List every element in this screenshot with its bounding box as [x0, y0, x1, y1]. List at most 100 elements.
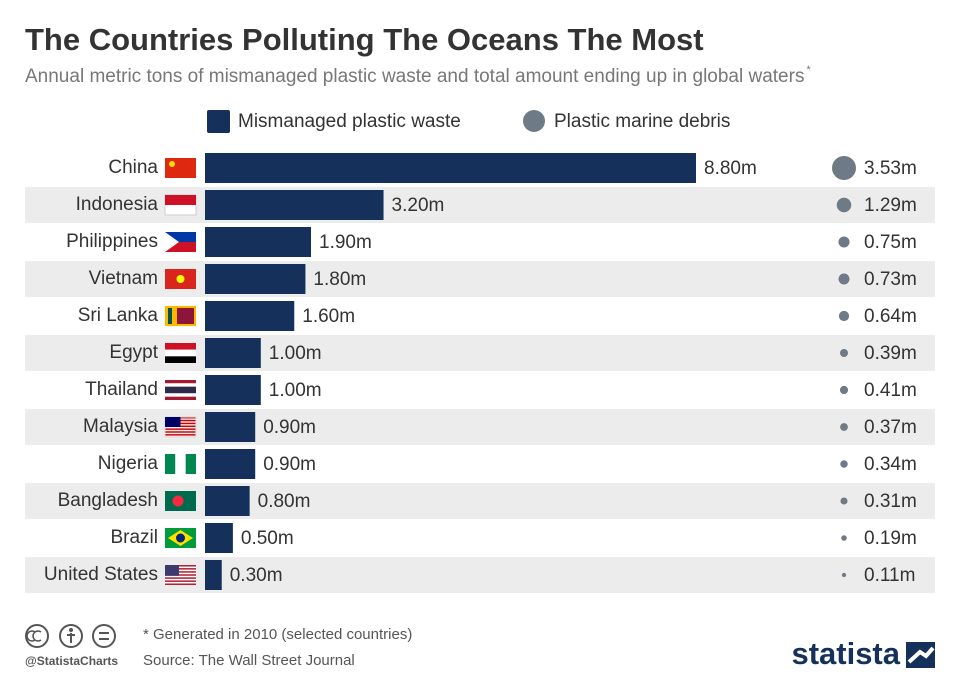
flag	[164, 416, 197, 438]
debris-dot	[840, 497, 848, 505]
bar	[205, 523, 233, 553]
bar	[205, 560, 222, 590]
bar-value-label: 0.90m	[263, 417, 316, 438]
flag	[165, 158, 196, 178]
row-band	[25, 409, 935, 445]
f	[175, 454, 186, 474]
subtitle-note: *	[806, 64, 811, 76]
flag	[165, 565, 196, 585]
debris-dot	[840, 460, 848, 468]
category-label: Brazil	[110, 527, 158, 548]
bar-value-label: 1.00m	[269, 343, 322, 364]
legend: Mismanaged plastic waste Plastic marine d…	[207, 110, 730, 133]
bar	[205, 190, 384, 220]
license-icons	[25, 624, 116, 648]
f	[165, 565, 196, 567]
flag	[165, 380, 196, 400]
category-label: Philippines	[66, 231, 158, 252]
legend-swatch	[207, 110, 230, 133]
f	[165, 574, 196, 576]
handle: @StatistaCharts	[25, 654, 118, 668]
f	[165, 383, 196, 387]
flag	[165, 343, 196, 363]
category-label: United States	[44, 564, 158, 585]
brand: statista	[791, 636, 900, 671]
row-band	[25, 187, 935, 223]
bar-value-label: 3.20m	[392, 195, 445, 216]
flag	[164, 194, 197, 216]
debris-dot	[838, 236, 850, 248]
category-label: Thailand	[85, 379, 158, 400]
debris-value-label: 0.37m	[864, 417, 917, 438]
f	[165, 242, 196, 252]
flag	[165, 269, 196, 289]
debris-dot	[839, 385, 849, 395]
f	[176, 275, 185, 283]
f	[165, 349, 196, 357]
flag	[165, 454, 196, 474]
debris-value-label: 0.39m	[864, 343, 917, 364]
bar	[205, 449, 256, 479]
category-label: Malaysia	[83, 416, 158, 437]
category-label: Egypt	[109, 342, 158, 363]
flag	[165, 232, 196, 252]
f	[165, 232, 179, 252]
debris-value-label: 0.64m	[864, 306, 917, 327]
bar	[205, 338, 261, 368]
bar	[205, 227, 312, 257]
debris-dot	[841, 572, 847, 578]
legend-label: Plastic marine debris	[554, 111, 730, 132]
bar	[205, 412, 256, 442]
f	[177, 308, 194, 324]
category-label: China	[108, 157, 158, 178]
f	[165, 195, 196, 205]
row-band	[25, 261, 935, 297]
bar	[205, 264, 306, 294]
debris-value-label: 1.29m	[864, 195, 917, 216]
f	[165, 431, 196, 433]
f	[165, 583, 196, 585]
f	[176, 533, 185, 543]
f	[165, 580, 196, 582]
f	[165, 343, 196, 350]
bar-value-label: 1.90m	[319, 232, 372, 253]
f	[165, 571, 196, 573]
f	[165, 380, 196, 384]
legend-label: Mismanaged plastic waste	[238, 111, 461, 132]
f	[165, 434, 196, 436]
bar-value-label: 0.50m	[241, 528, 294, 549]
debris-value-label: 0.11m	[864, 565, 915, 586]
chart-subtitle: Annual metric tons of mismanaged plastic…	[25, 66, 804, 87]
bar	[205, 486, 250, 516]
f	[165, 393, 196, 397]
debris-value-label: 0.41m	[864, 380, 917, 401]
f	[165, 568, 196, 570]
marks: 8.80m 3.53m 3.20m 1.29m 1.90m 0.75m 1.80m 0.73m…	[205, 153, 917, 590]
category-label: Nigeria	[98, 453, 159, 474]
debris-value-label: 0.73m	[864, 269, 917, 290]
f	[165, 454, 176, 474]
f	[169, 161, 175, 167]
bar-value-label: 1.00m	[269, 380, 322, 401]
bar-value-label: 0.30m	[230, 565, 283, 586]
debris-value-label: 0.31m	[864, 491, 917, 512]
debris-dot	[838, 273, 850, 285]
flag	[165, 528, 196, 548]
f	[165, 158, 196, 178]
f	[165, 417, 181, 427]
f	[165, 386, 196, 394]
debris-dot	[832, 156, 856, 180]
bar	[205, 375, 261, 405]
debris-dot	[841, 535, 847, 541]
debris-value-label: 3.53m	[864, 158, 917, 179]
category-label: Vietnam	[89, 268, 158, 289]
rows: China Indonesia Philippines Vietnam Sri Lank…	[25, 157, 935, 593]
debris-value-label: 0.75m	[864, 232, 917, 253]
category-label: Indonesia	[76, 194, 159, 215]
debris-value-label: 0.19m	[864, 528, 917, 549]
f	[165, 232, 196, 242]
f	[165, 565, 179, 576]
source: Source: The Wall Street Journal	[143, 652, 355, 669]
chart-title: The Countries Polluting The Oceans The M…	[25, 22, 704, 57]
bar	[205, 301, 295, 331]
